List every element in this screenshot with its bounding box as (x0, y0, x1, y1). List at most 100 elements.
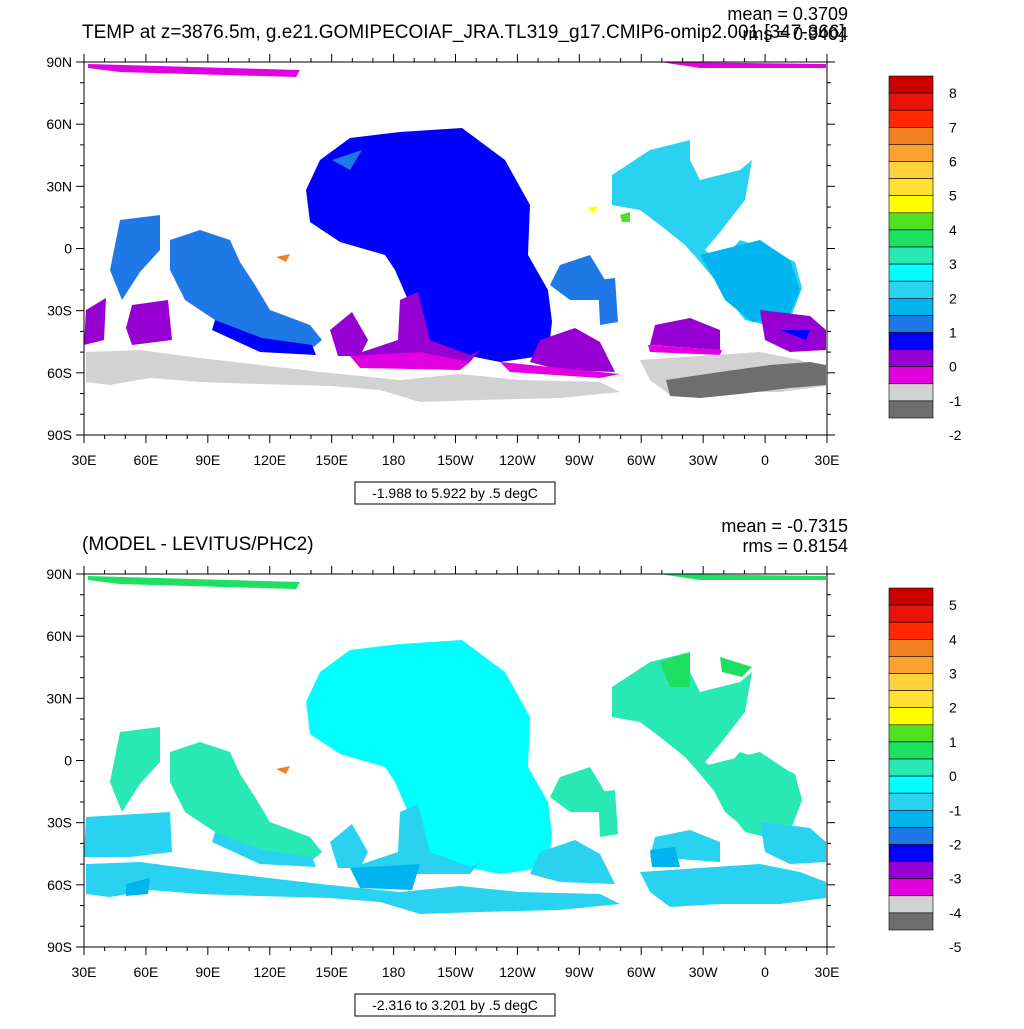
lat-tick-label: 0 (64, 753, 72, 769)
colorbar-swatch (888, 263, 934, 282)
colorbar-swatch (888, 604, 934, 623)
colorbar-swatch (888, 587, 934, 606)
colorbar-swatch (888, 349, 934, 368)
colorbar-swatch (888, 707, 934, 726)
lat-tick-label: 90S (47, 427, 72, 443)
colorbar-label: 5 (949, 188, 957, 204)
colorbar-swatch (888, 895, 934, 914)
lon-tick-label: 60E (133, 452, 158, 468)
colorbar-swatch (888, 127, 934, 145)
colorbar-swatch (888, 861, 934, 880)
bottom-map-panel: (MODEL - LEVITUS/PHC2) mean = -0.7315 rm… (0, 512, 1024, 1024)
lon-tick-label: 30E (72, 964, 97, 980)
colorbar-swatch (888, 827, 934, 845)
colorbar-swatch (888, 366, 934, 385)
lon-tick-label: 120W (499, 964, 536, 980)
lon-tick-label: 0 (761, 452, 769, 468)
colorbar-swatch (888, 229, 934, 248)
lon-tick-label: 30E (72, 452, 97, 468)
colorbar-swatch (888, 280, 934, 299)
colorbar-swatch (888, 878, 934, 897)
colorbar-swatch (888, 673, 934, 691)
lon-tick-label: 90W (565, 452, 595, 468)
colorbar-label: 4 (949, 631, 957, 647)
lon-tick-label: 150E (315, 452, 348, 468)
lon-tick-label: 180 (382, 452, 406, 468)
lat-tick-label: 60N (46, 628, 72, 644)
colorbar-swatch (888, 144, 934, 162)
colorbar-swatch (888, 332, 934, 350)
colorbar-label: 1 (949, 734, 957, 750)
range-label: -2.316 to 3.201 by .5 degC (372, 997, 538, 1013)
lat-tick-label: 90S (47, 939, 72, 955)
lon-tick-label: 120E (253, 964, 286, 980)
colorbar-swatch (888, 792, 934, 811)
colorbar-swatch (888, 621, 934, 640)
colorbar-swatch (888, 758, 934, 777)
lat-tick-label: 90N (46, 566, 72, 582)
colorbar-label: 2 (949, 290, 957, 306)
lon-tick-label: 180 (382, 964, 406, 980)
ocean-field (84, 62, 826, 402)
top-map-figure: TEMP at z=3876.5m, g.e21.GOMIPECOIAF_JRA… (46, 4, 962, 505)
colorbar-label: -3 (949, 871, 962, 887)
colorbar-label: 8 (949, 85, 957, 101)
colorbar-swatch (888, 775, 934, 794)
colorbar-label: 3 (949, 666, 957, 682)
lat-tick-label: 60S (47, 877, 72, 893)
colorbar-swatch (888, 297, 934, 316)
range-box (354, 993, 556, 1017)
colorbar-swatch (888, 656, 934, 674)
bottom-map-figure: (MODEL - LEVITUS/PHC2) mean = -0.7315 rm… (46, 516, 962, 1017)
colorbar-label: -5 (949, 939, 962, 955)
colorbar-swatch (888, 639, 934, 657)
lon-tick-label: 120E (253, 452, 286, 468)
lon-tick-label: 90W (565, 964, 595, 980)
rms-label: rms = 0.9404 (742, 24, 848, 44)
colorbar-label: -2 (949, 427, 962, 443)
lon-tick-label: 120W (499, 452, 536, 468)
colorbar-label: 6 (949, 154, 957, 170)
lon-tick-label: 0 (761, 964, 769, 980)
range-label: -1.988 to 5.922 by .5 degC (372, 485, 538, 501)
map-title: TEMP at z=3876.5m, g.e21.GOMIPECOIAF_JRA… (82, 22, 845, 43)
lon-tick-label: 60E (133, 964, 158, 980)
lon-tick-label: 30W (689, 452, 719, 468)
colorbar-label: 2 (949, 700, 957, 716)
lon-tick-label: 150W (437, 964, 474, 980)
lon-tick-label: 90E (195, 964, 220, 980)
colorbar-swatch (888, 690, 934, 709)
colorbar-label: -4 (949, 905, 962, 921)
lat-tick-label: 90N (46, 54, 72, 70)
lon-tick-label: 30E (815, 452, 840, 468)
colorbar-swatch (888, 109, 934, 128)
colorbar-label: 0 (949, 359, 957, 375)
colorbar-swatch (888, 195, 934, 214)
colorbar-swatch (888, 741, 934, 760)
colorbar-swatch (888, 844, 934, 862)
ocean-field (84, 574, 826, 914)
lat-tick-label: 0 (64, 241, 72, 257)
lon-tick-label: 30W (689, 964, 719, 980)
colorbar-swatch (888, 75, 934, 94)
lon-tick-label: 150W (437, 452, 474, 468)
lat-tick-label: 60S (47, 365, 72, 381)
map-title: (MODEL - LEVITUS/PHC2) (82, 534, 314, 555)
colorbar-swatch (888, 400, 934, 419)
colorbar-swatch (888, 161, 934, 179)
lon-tick-label: 60W (627, 964, 657, 980)
colorbar-swatch (888, 246, 934, 265)
lon-tick-label: 90E (195, 452, 220, 468)
top-map-panel: TEMP at z=3876.5m, g.e21.GOMIPECOIAF_JRA… (0, 0, 1024, 512)
lon-tick-label: 60W (627, 452, 657, 468)
colorbar: 8 7 6 5 4 3 2 1 0 -1 -2 (888, 75, 962, 443)
colorbar-swatch (888, 809, 934, 828)
colorbar-label: 4 (949, 222, 957, 238)
lon-tick-label: 30E (815, 964, 840, 980)
lat-tick-label: 30N (46, 690, 72, 706)
colorbar-label: 0 (949, 768, 957, 784)
colorbar-swatch (888, 912, 934, 931)
mean-label: mean = 0.3709 (727, 4, 848, 24)
colorbar-label: 1 (949, 325, 957, 341)
colorbar-label: -1 (949, 393, 962, 409)
